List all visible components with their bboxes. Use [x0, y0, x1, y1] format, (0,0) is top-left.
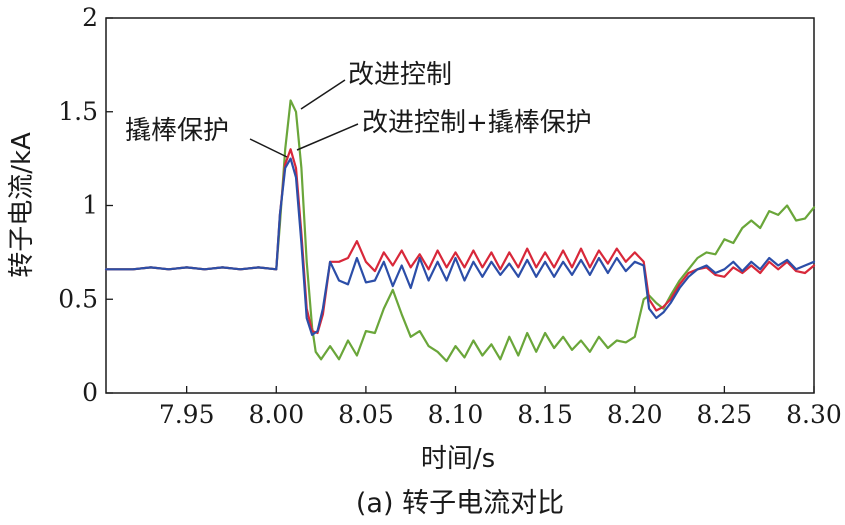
annotation-leader-green — [300, 79, 346, 110]
series-line-1 — [104, 148, 816, 335]
axes-layer — [105, 17, 815, 394]
y-tick-label: 1.5 — [58, 97, 98, 126]
x-axis-title: 时间/s — [421, 444, 495, 474]
x-tick-label: 8.30 — [786, 400, 842, 429]
y-tick-label: 0 — [82, 378, 98, 407]
plot-frame — [105, 17, 815, 394]
annotation-leader-blue — [249, 138, 288, 158]
x-tick-label: 8.05 — [338, 400, 394, 429]
annotation-improved-control-plus-crowbar: 改进控制+撬棒保护 — [362, 108, 592, 138]
series-layer — [104, 99, 816, 363]
series-line-0 — [104, 99, 816, 363]
chart-caption: (a) 转子电流对比 — [356, 488, 564, 519]
annotation-improved-control: 改进控制 — [348, 60, 452, 90]
annotation-crowbar-protection: 撬棒保护 — [125, 116, 229, 146]
x-tick-label: 8.00 — [248, 400, 304, 429]
x-tick-label: 7.95 — [159, 400, 215, 429]
y-axis-title: 转子电流/kA — [7, 132, 37, 278]
x-tick-label: 8.10 — [428, 400, 484, 429]
y-tick-label: 1 — [82, 191, 98, 220]
y-tick-label: 0.5 — [58, 284, 98, 313]
x-tick-label: 8.15 — [517, 400, 573, 429]
y-tick-label: 2 — [82, 3, 98, 32]
series-line-2 — [104, 157, 816, 336]
ticks-layer: 7.95 8.00 8.05 8.10 8.15 8.20 8.25 8.30 0 0.5 1 1.5… — [58, 3, 842, 429]
x-tick-label: 8.20 — [607, 400, 663, 429]
annotation-leader-red — [296, 123, 359, 151]
x-tick-label: 8.25 — [697, 400, 753, 429]
